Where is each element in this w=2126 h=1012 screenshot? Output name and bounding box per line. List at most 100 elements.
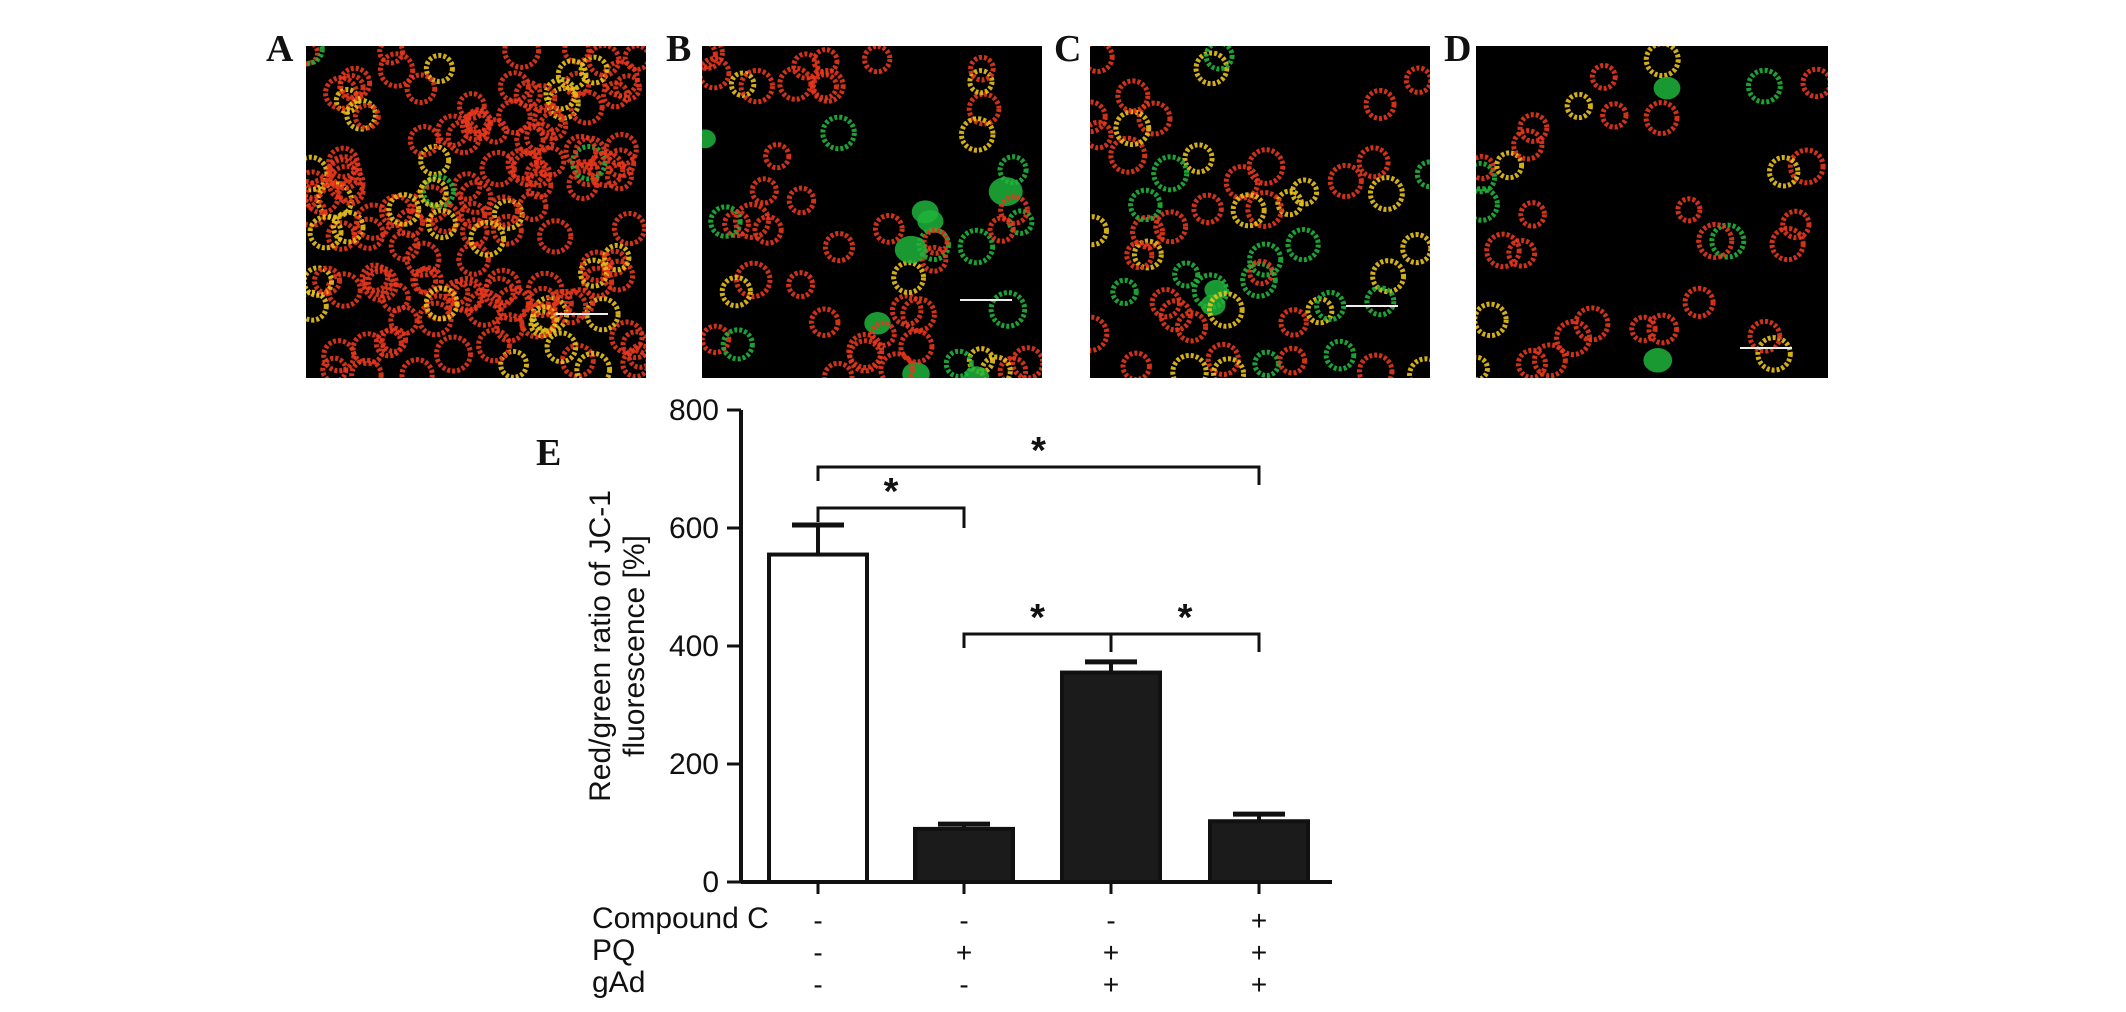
treatment-label-compound-c: Compound C [592,902,769,935]
cell-ring [1090,99,1108,135]
cell-ring [1675,196,1703,224]
treatment-sign: + [1103,937,1119,968]
cell-ring [404,72,438,106]
cell-ring [943,348,974,378]
cell-ring [1787,147,1826,186]
cell-ring [378,193,414,229]
cell-ring [456,242,491,277]
significance-bracket [816,465,1261,485]
cell-ring [425,207,459,241]
significance-bracket [1109,632,1261,652]
cell-ring [1370,258,1407,295]
significance-star: * [1031,430,1046,472]
cell-ring [900,296,937,333]
cell-ring [321,338,357,374]
treatment-sign: + [956,937,972,968]
cell-ring [502,46,542,70]
cell-ring [497,70,531,104]
cell-ring [1484,231,1522,270]
cell-ring [1245,190,1285,229]
micrograph-a-image [306,46,646,378]
cell-ring [331,209,366,245]
cell-ring [702,46,725,71]
cell-ring [1709,222,1747,260]
treatment-sign: - [813,937,822,968]
cell-ring [479,150,517,188]
cell-ring [808,306,841,338]
cell-ring [459,110,492,143]
cell-ring [967,68,995,96]
cell-ring [1327,162,1364,200]
treatment-sign: - [813,969,822,1000]
cell-ring [1124,240,1155,271]
cell-ring [720,327,755,362]
cell-ring [611,210,646,247]
cell-ring [728,70,757,98]
cell-ring [1289,177,1320,207]
cell-ring [1090,214,1109,248]
cell-ring [457,179,494,215]
bar [1060,670,1162,884]
cell-ring [404,240,442,278]
cell-ring [1518,200,1547,229]
cell-ring [957,227,996,266]
cell-ring [1682,285,1716,319]
panel-letter-c: C [1054,28,1082,70]
y-tick-label: 600 [669,512,719,545]
cell-ring [457,91,487,121]
cell-ring [605,147,637,179]
cell-ring [525,171,554,200]
cell-ring [997,355,1029,378]
cell-ring [306,169,328,201]
cell-ring [732,201,771,240]
cell-ring [1414,159,1430,190]
cell-ring [702,323,732,355]
treatment-label-gad: gAd [592,966,646,999]
cell-ring [1400,232,1430,266]
cell-ring [537,218,574,255]
cell-ring [791,51,821,81]
cell-ring [968,54,996,83]
cell-ring [1629,314,1658,344]
cell-ring [1769,225,1806,263]
cell-ring [1278,307,1309,338]
cell-ring [1476,186,1500,223]
cell-ring [1554,319,1593,358]
cell-ring [336,176,366,207]
micrograph-c-image [1090,46,1430,378]
cell-ring [622,46,646,72]
bar [913,826,1015,885]
cell-ring [1277,345,1308,376]
cell-ring [1407,356,1430,378]
green-cell-blob [1653,76,1681,100]
cell-ring [528,309,558,339]
cell-ring [517,190,549,222]
cell-ring [1476,153,1496,182]
cell-ring [613,73,642,102]
treatment-sign: - [959,969,968,1000]
cell-ring [1090,46,1115,74]
cell-ring [1643,99,1680,136]
cell-ring [620,329,646,361]
cell-ring [545,289,574,318]
y-axis-label: Red/green ratio of JC-1fluorescence [%] [584,490,651,802]
cell-ring [481,117,509,145]
cell-ring [763,142,792,171]
cell-ring [325,271,363,309]
cell-ring [1367,175,1405,212]
cell-ring [1246,147,1286,186]
cell-ring [602,242,632,273]
cell-ring [1755,335,1793,373]
cell-ring [1128,187,1163,223]
cell-ring [1364,285,1397,318]
cell-ring [451,280,484,313]
cell-ring [306,265,334,298]
cell-ring [482,275,516,310]
green-cell-blob [894,235,928,264]
cell-ring [543,76,578,112]
cell-ring [1589,62,1618,91]
cell-ring [312,265,343,296]
cell-ring [1646,312,1680,346]
cell-ring [379,325,409,354]
